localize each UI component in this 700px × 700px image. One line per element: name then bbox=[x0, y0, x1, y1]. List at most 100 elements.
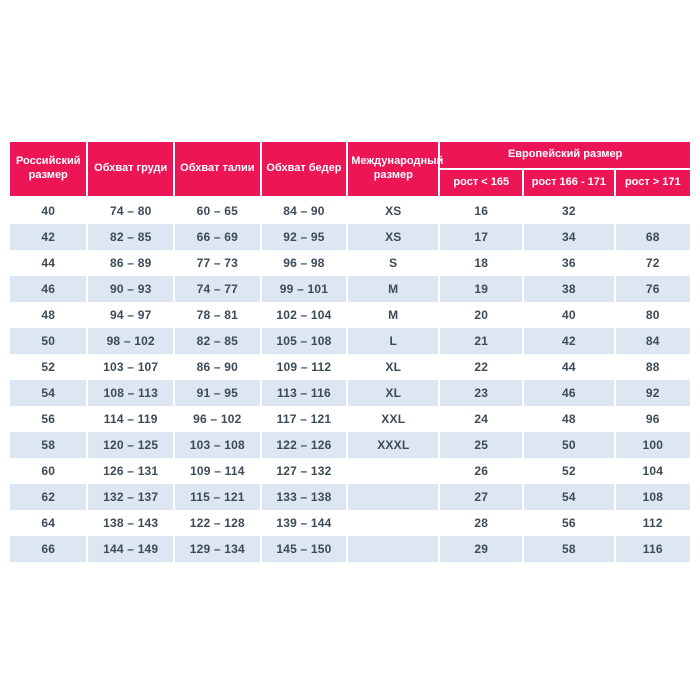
table-cell: 122 – 126 bbox=[259, 432, 349, 458]
table-cell: 113 – 116 bbox=[259, 380, 349, 406]
table-cell: XL bbox=[346, 380, 441, 406]
table-cell bbox=[613, 197, 693, 224]
col-header-height-gt-171: рост > 171 bbox=[613, 168, 693, 198]
table-cell: 78 – 81 bbox=[173, 302, 262, 328]
table-row: 56 114 – 119 96 – 102 117 – 121 XXL 24 48 96 bbox=[7, 406, 693, 432]
table-cell: 94 – 97 bbox=[86, 302, 176, 328]
table-cell: 72 bbox=[613, 250, 693, 276]
table-cell: 50 bbox=[522, 432, 616, 458]
table-cell: 24 bbox=[438, 406, 525, 432]
table-cell: 77 – 73 bbox=[173, 250, 262, 276]
table-cell: 58 bbox=[7, 432, 89, 458]
table-cell: 34 bbox=[522, 224, 616, 250]
table-cell: 132 – 137 bbox=[86, 484, 176, 510]
table-cell: 127 – 132 bbox=[259, 458, 349, 484]
table-cell: 54 bbox=[7, 380, 89, 406]
table-cell: 50 bbox=[7, 328, 89, 354]
table-cell: XS bbox=[346, 197, 441, 224]
table-cell: 16 bbox=[438, 197, 525, 224]
table-cell: 20 bbox=[438, 302, 525, 328]
table-row: 40 74 – 80 60 – 65 84 – 90 XS 16 32 bbox=[7, 197, 693, 224]
table-cell bbox=[346, 484, 441, 510]
table-cell: 122 – 128 bbox=[173, 510, 262, 536]
table-cell: 40 bbox=[7, 197, 89, 224]
table-cell: 44 bbox=[522, 354, 616, 380]
table-cell: 26 bbox=[438, 458, 525, 484]
table-cell bbox=[346, 536, 441, 562]
table-cell: 96 – 98 bbox=[259, 250, 349, 276]
table-cell: 112 bbox=[613, 510, 693, 536]
table-row: 48 94 – 97 78 – 81 102 – 104 M 20 40 80 bbox=[7, 302, 693, 328]
table-cell: XS bbox=[346, 224, 441, 250]
table-cell: 80 bbox=[613, 302, 693, 328]
table-cell: 116 bbox=[613, 536, 693, 562]
table-cell: 42 bbox=[522, 328, 616, 354]
table-cell: 84 – 90 bbox=[259, 197, 349, 224]
table-row: 54 108 – 113 91 – 95 113 – 116 XL 23 46 92 bbox=[7, 380, 693, 406]
table-cell: 46 bbox=[522, 380, 616, 406]
table-cell: 126 – 131 bbox=[86, 458, 176, 484]
col-header-european-size-group: Европейский размер bbox=[438, 140, 692, 170]
table-cell: 66 bbox=[7, 536, 89, 562]
table-cell: M bbox=[346, 302, 441, 328]
col-header-chest: Обхват груди bbox=[86, 140, 176, 198]
table-cell: 86 – 90 bbox=[173, 354, 262, 380]
table-cell: 92 bbox=[613, 380, 693, 406]
table-cell: 58 bbox=[522, 536, 616, 562]
table-cell bbox=[346, 510, 441, 536]
table-cell: L bbox=[346, 328, 441, 354]
table-cell: 96 – 102 bbox=[173, 406, 262, 432]
table-cell: 21 bbox=[438, 328, 525, 354]
table-cell: 92 – 95 bbox=[259, 224, 349, 250]
table-cell: 120 – 125 bbox=[86, 432, 176, 458]
table-cell: 139 – 144 bbox=[259, 510, 349, 536]
table-cell: 103 – 107 bbox=[86, 354, 176, 380]
table-cell: 52 bbox=[522, 458, 616, 484]
table-cell: 74 – 80 bbox=[86, 197, 176, 224]
table-cell: 42 bbox=[7, 224, 89, 250]
table-cell: 144 – 149 bbox=[86, 536, 176, 562]
table-cell: 108 bbox=[613, 484, 693, 510]
table-cell: 56 bbox=[522, 510, 616, 536]
table-cell: 133 – 138 bbox=[259, 484, 349, 510]
table-cell: 60 – 65 bbox=[173, 197, 262, 224]
table-cell: 38 bbox=[522, 276, 616, 302]
col-header-height-166-171: рост 166 - 171 bbox=[522, 168, 616, 198]
table-cell: 82 – 85 bbox=[86, 224, 176, 250]
table-cell: 52 bbox=[7, 354, 89, 380]
table-cell: 91 – 95 bbox=[173, 380, 262, 406]
table-cell: 117 – 121 bbox=[259, 406, 349, 432]
table-cell: 84 bbox=[613, 328, 693, 354]
table-cell: XL bbox=[346, 354, 441, 380]
table-cell: 17 bbox=[438, 224, 525, 250]
table-cell: 60 bbox=[7, 458, 89, 484]
table-body: 40 74 – 80 60 – 65 84 – 90 XS 16 32 42 82 – 85 66… bbox=[7, 197, 693, 562]
table-cell: 138 – 143 bbox=[86, 510, 176, 536]
table-cell: 36 bbox=[522, 250, 616, 276]
table-header: Российский размер Обхват груди Обхват та… bbox=[7, 140, 693, 198]
table-cell: 102 – 104 bbox=[259, 302, 349, 328]
table-cell: 44 bbox=[7, 250, 89, 276]
table-cell: 109 – 112 bbox=[259, 354, 349, 380]
table-cell: 108 – 113 bbox=[86, 380, 176, 406]
table-row: 44 86 – 89 77 – 73 96 – 98 S 18 36 72 bbox=[7, 250, 693, 276]
table-cell: 96 bbox=[613, 406, 693, 432]
col-header-hips: Обхват бедер bbox=[259, 140, 349, 198]
table-cell: 48 bbox=[7, 302, 89, 328]
table-cell: 145 – 150 bbox=[259, 536, 349, 562]
table-cell: XXXL bbox=[346, 432, 441, 458]
table-cell: 54 bbox=[522, 484, 616, 510]
table-row: 52 103 – 107 86 – 90 109 – 112 XL 22 44 88 bbox=[7, 354, 693, 380]
table-cell: 129 – 134 bbox=[173, 536, 262, 562]
table-cell: 82 – 85 bbox=[173, 328, 262, 354]
table-cell: 28 bbox=[438, 510, 525, 536]
col-header-waist: Обхват талии bbox=[173, 140, 262, 198]
table-cell: S bbox=[346, 250, 441, 276]
col-header-height-lt-165: рост < 165 bbox=[438, 168, 525, 198]
table-cell: 23 bbox=[438, 380, 525, 406]
table-cell: 115 – 121 bbox=[173, 484, 262, 510]
table-cell: 29 bbox=[438, 536, 525, 562]
table-row: 62 132 – 137 115 – 121 133 – 138 27 54 108 bbox=[7, 484, 693, 510]
table-cell: XXL bbox=[346, 406, 441, 432]
